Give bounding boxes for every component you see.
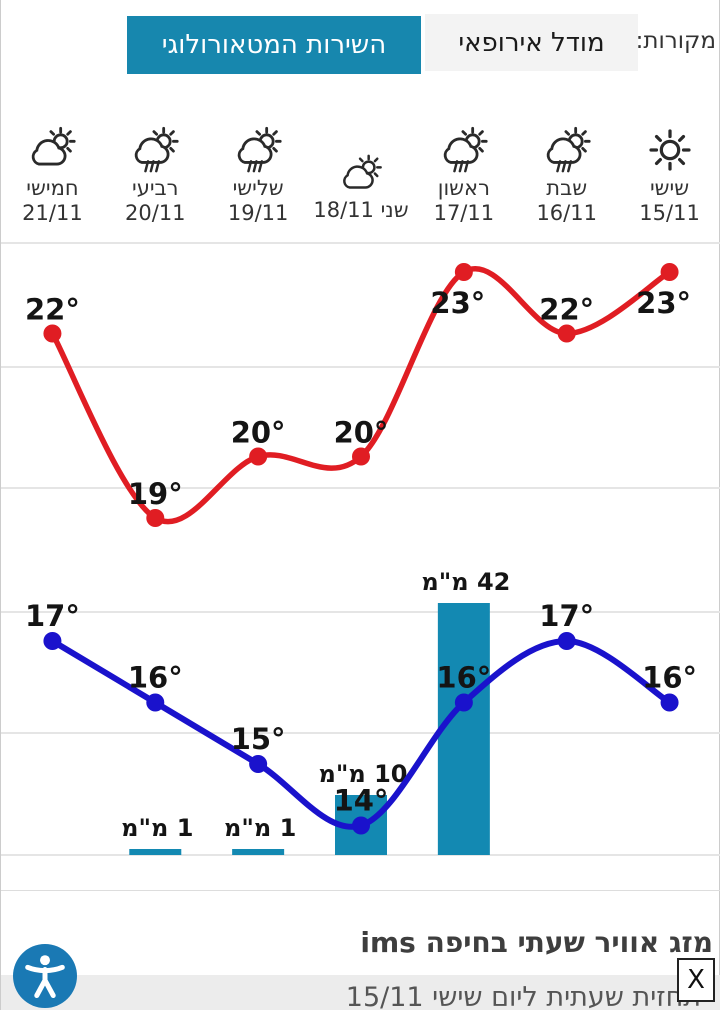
- precip-label: 10 מ"מ: [319, 760, 408, 788]
- day-date: 20/11: [125, 201, 186, 225]
- high-temp-point: [557, 324, 576, 343]
- day-column-saturday[interactable]: שבת 16/11: [515, 118, 619, 226]
- high-temp-label: 20°: [231, 416, 286, 450]
- day-name: שבת: [546, 176, 588, 200]
- low-temp-label: 16°: [642, 661, 697, 695]
- day-date: 21/11: [22, 201, 83, 225]
- hourly-forecast-subtitle: תחזית שעתית ליום שישי 15/11: [345, 982, 701, 1010]
- low-temp-label: 17°: [539, 599, 594, 633]
- high-temp-point: [352, 447, 370, 466]
- day-column-monday[interactable]: שני 18/11: [309, 118, 413, 223]
- precip-label: 42 מ"מ: [421, 568, 510, 596]
- rain-sun-icon: [541, 124, 593, 176]
- day-column-thursday[interactable]: חמישי 21/11: [0, 118, 104, 226]
- high-temp-point: [146, 509, 165, 527]
- close-button[interactable]: X: [677, 958, 715, 1002]
- tab-european-model[interactable]: מודל אירופאי: [425, 14, 638, 71]
- day-column-tuesday[interactable]: שלישי 19/11: [206, 118, 310, 226]
- weather-chart: 42 מ"מ 10 מ"מ 1 מ"מ 1 מ"מ 23° 22° 23° 20° 20° 19°…: [1, 242, 720, 856]
- low-temp-point: [249, 755, 268, 773]
- high-temp-label: 23°: [430, 286, 485, 320]
- divider-line: [1, 890, 720, 891]
- high-temp-label: 20°: [334, 416, 389, 450]
- low-temp-label: 16°: [436, 661, 491, 695]
- high-temp-label: 23°: [636, 286, 691, 320]
- low-temp-label: 17°: [25, 599, 80, 633]
- precip-bar: [437, 603, 490, 855]
- day-column-friday[interactable]: שישי 15/11: [618, 118, 720, 226]
- precip-bar: [232, 849, 285, 855]
- rain-sun-icon: [232, 124, 284, 176]
- day-name: שלישי: [232, 176, 284, 200]
- accessibility-icon: [25, 955, 65, 998]
- low-temp-point: [352, 816, 370, 835]
- day-date: 16/11: [536, 201, 597, 225]
- tab-meteorological-service[interactable]: השירות המטאורולוגי: [127, 16, 421, 74]
- low-temp-point: [146, 693, 165, 712]
- low-temp-point: [43, 632, 62, 650]
- low-temp-label: 15°: [231, 722, 286, 756]
- rain-sun-icon: [438, 124, 490, 176]
- low-temp-point: [557, 632, 576, 650]
- high-temp-point: [660, 263, 679, 281]
- low-temp-point: [454, 693, 473, 712]
- rain-sun-icon: [129, 124, 181, 176]
- high-temp-point: [249, 447, 268, 466]
- precip-label: 1 מ"מ: [121, 814, 193, 842]
- day-column-sunday[interactable]: ראשון 17/11: [412, 118, 516, 226]
- day-date: 17/11: [433, 201, 495, 225]
- partly-cloudy-icon: [338, 152, 384, 198]
- low-temp-label: 14°: [334, 784, 389, 818]
- day-name: ראשון: [437, 176, 490, 200]
- partly-cloudy-icon: [26, 124, 78, 176]
- day-column-wednesday[interactable]: רביעי 20/11: [103, 118, 207, 226]
- day-name: שישי: [649, 176, 690, 200]
- day-name: חמישי: [26, 176, 79, 200]
- accessibility-button[interactable]: [13, 944, 77, 1008]
- precip-label: 1 מ"מ: [224, 814, 296, 842]
- high-temp-label: 22°: [25, 293, 80, 327]
- hourly-weather-title: מזג אוויר שעתי בחיפה ims: [360, 926, 713, 959]
- day-label: שני 18/11: [313, 198, 409, 222]
- high-temp-label: 19°: [128, 477, 183, 511]
- sun-icon: [644, 124, 696, 176]
- day-name: רביעי: [132, 176, 179, 200]
- low-temp-point: [660, 693, 679, 712]
- high-temp-point: [454, 263, 473, 281]
- bottom-band: תחזית שעתית ליום שישי 15/11: [1, 975, 720, 1010]
- high-temp-label: 22°: [539, 293, 594, 327]
- high-temp-point: [43, 324, 62, 343]
- day-date: 19/11: [227, 201, 289, 225]
- day-date: 15/11: [639, 201, 700, 225]
- sources-label: מקורות:: [635, 28, 716, 54]
- days-header: שישי 15/11 שבת 16/11 ראשון 17/11 שני 18/11 שליש…: [1, 118, 720, 242]
- precip-bar: [129, 849, 182, 855]
- low-temp-label: 16°: [128, 661, 183, 695]
